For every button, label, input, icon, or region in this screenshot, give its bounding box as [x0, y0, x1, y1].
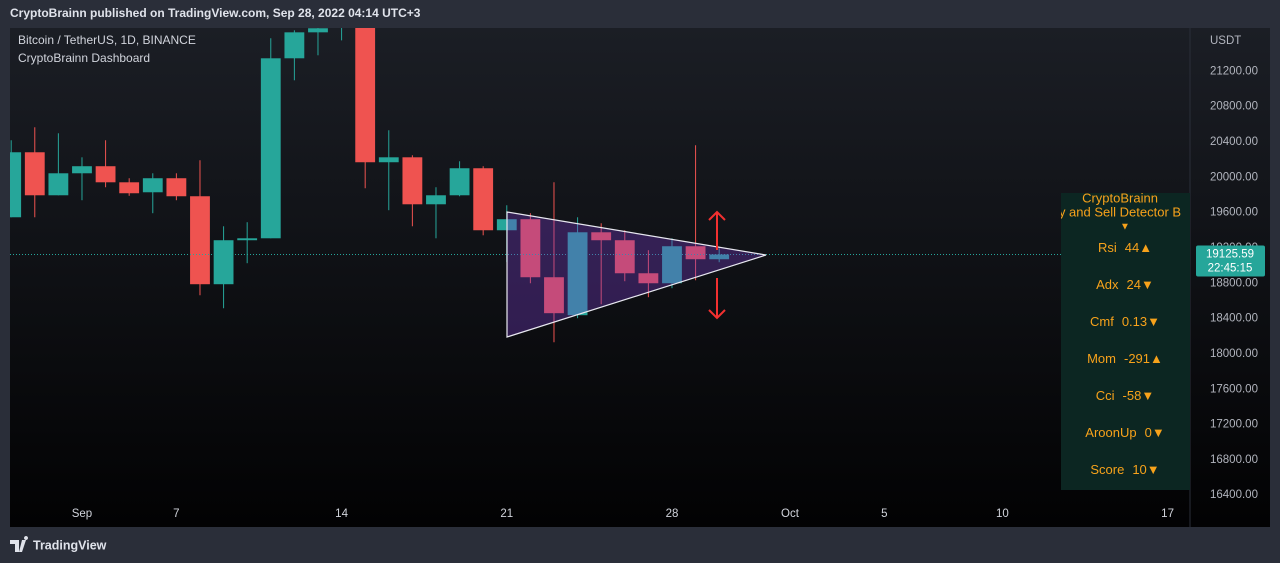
row-value: -291: [1124, 351, 1150, 366]
breakout-arrows: [708, 210, 726, 320]
y-tick-label: 20400.00: [1210, 136, 1258, 148]
y-tick-label: 16800.00: [1210, 454, 1258, 466]
candle-body: [544, 277, 564, 314]
y-tick-label: 18000.00: [1210, 348, 1258, 360]
x-tick-label: 10: [996, 508, 1009, 520]
footer-brand: TradingView: [33, 538, 107, 552]
dashboard-signal: ▼: [1120, 222, 1130, 233]
dashboard-row: Mom -291▲: [1087, 351, 1163, 366]
candle-body: [142, 178, 163, 193]
dashboard-row: Cmf 0.13▼: [1090, 314, 1160, 329]
x-tick-label: 28: [666, 508, 679, 520]
candle-body: [685, 246, 706, 260]
row-arrow: ▼: [1141, 388, 1154, 403]
x-tick-label: 21: [500, 508, 513, 520]
dashboard-row: Score 10▼: [1090, 462, 1159, 477]
row-label: AroonUp: [1085, 425, 1136, 440]
candle-body: [284, 32, 305, 59]
dashboard-title: CryptoBrainn: [1082, 190, 1158, 205]
candle-body: [190, 196, 210, 285]
candle-body: [709, 254, 730, 260]
row-value: 0: [1145, 425, 1152, 440]
x-tick-label: Sep: [72, 508, 92, 520]
chart-title: Bitcoin / TetherUS, 1D, BINANCE: [18, 33, 196, 47]
candle-body: [72, 166, 92, 174]
y-tick-label: 20000.00: [1210, 171, 1258, 183]
row-arrow: ▲: [1150, 351, 1163, 366]
x-tick-label: 17: [1161, 508, 1174, 520]
row-value: 24: [1127, 277, 1141, 292]
row-label: Cmf: [1090, 314, 1114, 329]
candle-body: [638, 273, 659, 284]
dashboard-subtitle: y and Sell Detector B: [1059, 204, 1181, 219]
candle-body: [567, 232, 588, 316]
y-tick-label: 16400.00: [1210, 489, 1258, 501]
y-axis-label: USDT: [1210, 35, 1241, 47]
y-tick-label: 21200.00: [1210, 65, 1258, 77]
y-tick-label: 17600.00: [1210, 383, 1258, 395]
x-tick-label: 5: [881, 508, 887, 520]
x-tick-label: Oct: [781, 508, 800, 520]
row-label: Mom: [1087, 351, 1116, 366]
triangle-pattern: [506, 210, 767, 338]
row-label: Cci: [1096, 388, 1115, 403]
row-label: Adx: [1096, 277, 1119, 292]
triangle: [506, 211, 767, 338]
candle-body: [591, 232, 612, 241]
x-tick-label: 7: [173, 508, 179, 520]
x-tick-label: 14: [335, 508, 348, 520]
y-tick-label: 19600.00: [1210, 207, 1258, 219]
row-arrow: ▼: [1152, 425, 1165, 440]
y-tick-label: 18400.00: [1210, 313, 1258, 325]
candle-body: [355, 28, 376, 163]
candle-body: [449, 168, 470, 196]
candle-body: [520, 219, 541, 278]
dashboard-row: Rsi 44▲: [1098, 240, 1152, 255]
row-arrow: ▼: [1147, 314, 1160, 329]
candle-body: [95, 166, 116, 183]
candle-body: [24, 152, 45, 196]
chart-subtitle: CryptoBrainn Dashboard: [18, 51, 150, 65]
row-label: Rsi: [1098, 240, 1117, 255]
current-price-box: [1196, 245, 1265, 277]
dashboard-row: Cci -58▼: [1096, 388, 1154, 403]
dashboard: CryptoBrainn y and Sell Detector B ▼ Rsi…: [1059, 190, 1190, 490]
candle-body: [426, 195, 446, 205]
y-tick-label: 17200.00: [1210, 419, 1258, 431]
candles: [10, 28, 1190, 343]
row-value: 44: [1125, 240, 1139, 255]
row-arrow: ▼: [1141, 277, 1154, 292]
tv-logo: [10, 536, 29, 552]
row-arrow: ▲: [1139, 240, 1152, 255]
row-value: 10: [1132, 462, 1146, 477]
candle-body: [237, 238, 258, 241]
dashboard-row: Adx 24▼: [1096, 277, 1154, 292]
y-tick-label: 18800.00: [1210, 277, 1258, 289]
candle-body: [213, 240, 234, 285]
candle-body: [48, 173, 69, 196]
candle-body: [378, 157, 399, 163]
candle-body: [308, 28, 328, 33]
candle-body: [10, 152, 22, 218]
candle-body: [402, 157, 423, 205]
candle-body: [662, 246, 682, 284]
candle-body: [260, 58, 281, 239]
row-arrow: ▼: [1147, 462, 1160, 477]
candle-body: [473, 168, 494, 231]
candle-body: [166, 178, 187, 197]
row-value: 0.13: [1122, 314, 1147, 329]
dashboard-box: [1061, 193, 1190, 490]
row-label: Score: [1090, 462, 1124, 477]
header-title: CryptoBrainn published on TradingView.co…: [10, 6, 421, 20]
countdown-label: 22:45:15: [1208, 263, 1253, 275]
dashboard-row: AroonUp 0▼: [1085, 425, 1164, 440]
y-tick-label: 20800.00: [1210, 101, 1258, 113]
candle-body: [119, 182, 140, 194]
current-price-label: 19125.59: [1206, 249, 1254, 261]
row-value: -58: [1123, 388, 1142, 403]
candle-body: [614, 240, 635, 274]
